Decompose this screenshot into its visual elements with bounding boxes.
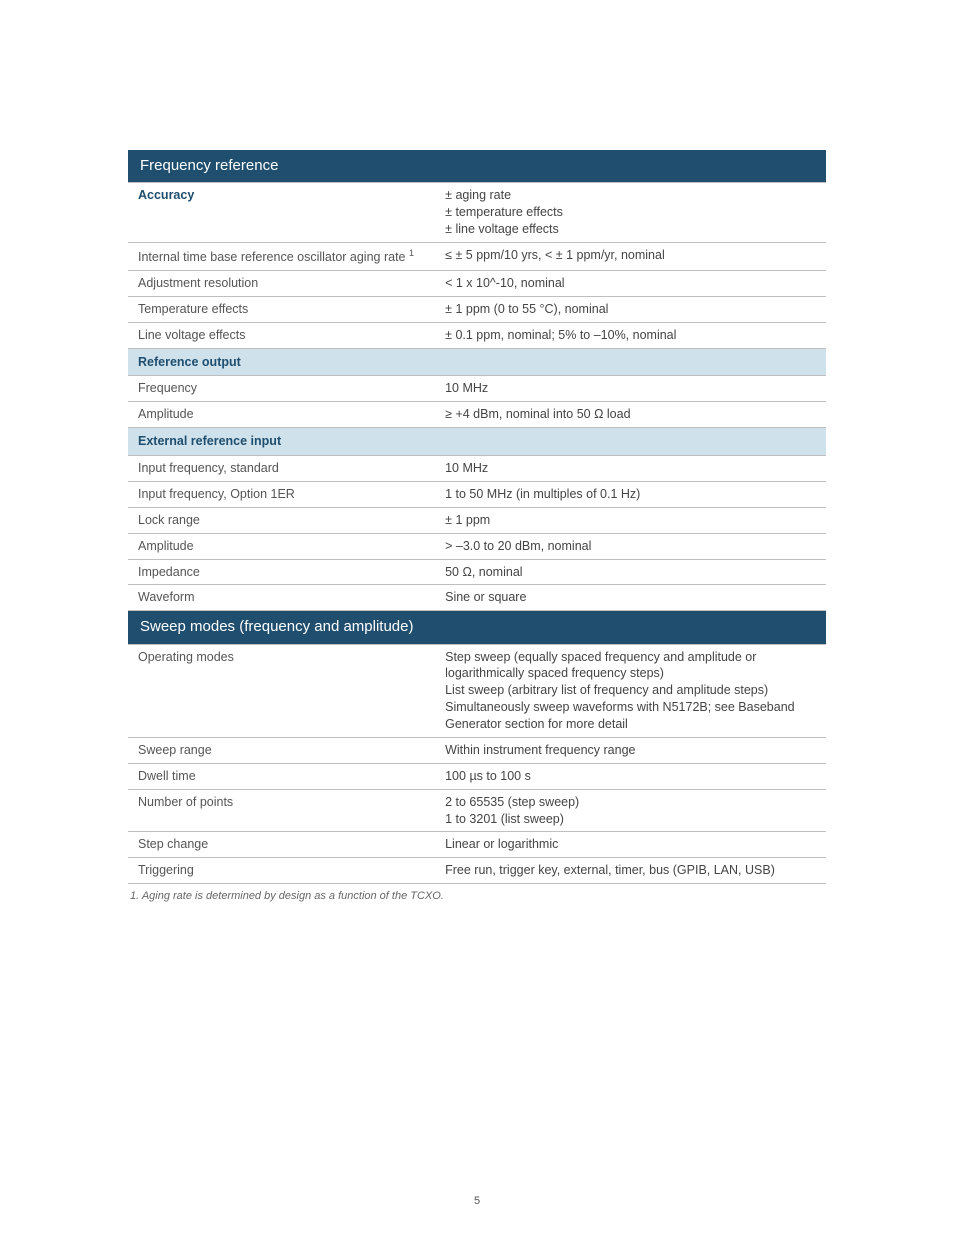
spec-label: Impedance [128,559,435,585]
spec-value: ± 1 ppm [435,507,826,533]
spec-label: Adjustment resolution [128,270,435,296]
spec-label: Dwell time [128,763,435,789]
spec-label: Sweep range [128,737,435,763]
spec-label: Amplitude [128,533,435,559]
table-row: Internal time base reference oscillator … [128,242,826,270]
section-header: Frequency reference [128,150,826,183]
table-row: Operating modesStep sweep (equally space… [128,644,826,737]
spec-value: ≤ ± 5 ppm/10 yrs, < ± 1 ppm/yr, nominal [435,242,826,270]
spec-label: Operating modes [128,644,435,737]
table-row: Step changeLinear or logarithmic [128,832,826,858]
table-row: Accuracy± aging rate± temperature effect… [128,183,826,243]
table-row: TriggeringFree run, trigger key, externa… [128,858,826,884]
spec-label: Temperature effects [128,296,435,322]
spec-label: Triggering [128,858,435,884]
spec-value: ≥ +4 dBm, nominal into 50 Ω load [435,402,826,428]
table-row: Impedance50 Ω, nominal [128,559,826,585]
table-row: Frequency10 MHz [128,376,826,402]
spec-value: 1 to 50 MHz (in multiples of 0.1 Hz) [435,481,826,507]
spec-label: Waveform [128,585,435,611]
spec-value: < 1 x 10^-10, nominal [435,270,826,296]
table-row: Input frequency, standard10 MHz [128,456,826,482]
spec-label: Line voltage effects [128,322,435,348]
table-row: WaveformSine or square [128,585,826,611]
spec-value: ± 1 ppm (0 to 55 °C), nominal [435,296,826,322]
table-row: Input frequency, Option 1ER1 to 50 MHz (… [128,481,826,507]
spec-value: Linear or logarithmic [435,832,826,858]
spec-value: Within instrument frequency range [435,737,826,763]
spec-label: Input frequency, Option 1ER [128,481,435,507]
table-row: Temperature effects± 1 ppm (0 to 55 °C),… [128,296,826,322]
spec-label: Lock range [128,507,435,533]
sub-header-row: Reference output [128,348,826,376]
sub-header-label: External reference input [128,428,826,456]
spec-value: 2 to 65535 (step sweep)1 to 3201 (list s… [435,789,826,832]
spec-label: Amplitude [128,402,435,428]
spec-value: ± aging rate± temperature effects± line … [435,183,826,243]
spec-value: Free run, trigger key, external, timer, … [435,858,826,884]
spec-label: Frequency [128,376,435,402]
table-row: Adjustment resolution< 1 x 10^-10, nomin… [128,270,826,296]
spec-value: Sine or square [435,585,826,611]
spec-value: 10 MHz [435,456,826,482]
spec-value: 50 Ω, nominal [435,559,826,585]
table-row: Dwell time100 µs to 100 s [128,763,826,789]
footnote: 1. Aging rate is determined by design as… [128,884,826,908]
spec-value: > –3.0 to 20 dBm, nominal [435,533,826,559]
spec-label: Internal time base reference oscillator … [128,242,435,270]
table-row: Lock range± 1 ppm [128,507,826,533]
table-row: Number of points2 to 65535 (step sweep)1… [128,789,826,832]
spec-label: Step change [128,832,435,858]
section-title: Frequency reference [128,150,826,183]
table-row: Line voltage effects± 0.1 ppm, nominal; … [128,322,826,348]
table-row: Amplitude≥ +4 dBm, nominal into 50 Ω loa… [128,402,826,428]
section-header: Sweep modes (frequency and amplitude) [128,611,826,644]
spec-value: ± 0.1 ppm, nominal; 5% to –10%, nominal [435,322,826,348]
spec-label: Accuracy [128,183,435,243]
sub-header-label: Reference output [128,348,826,376]
section-title: Sweep modes (frequency and amplitude) [128,611,826,644]
spec-value: Step sweep (equally spaced frequency and… [435,644,826,737]
table-row: Amplitude> –3.0 to 20 dBm, nominal [128,533,826,559]
spec-label: Number of points [128,789,435,832]
sub-header-row: External reference input [128,428,826,456]
spec-value: 100 µs to 100 s [435,763,826,789]
spec-table: Frequency referenceAccuracy± aging rate±… [128,150,826,884]
spec-label: Input frequency, standard [128,456,435,482]
spec-value: 10 MHz [435,376,826,402]
page-number: 5 [0,1195,954,1207]
table-row: Sweep rangeWithin instrument frequency r… [128,737,826,763]
